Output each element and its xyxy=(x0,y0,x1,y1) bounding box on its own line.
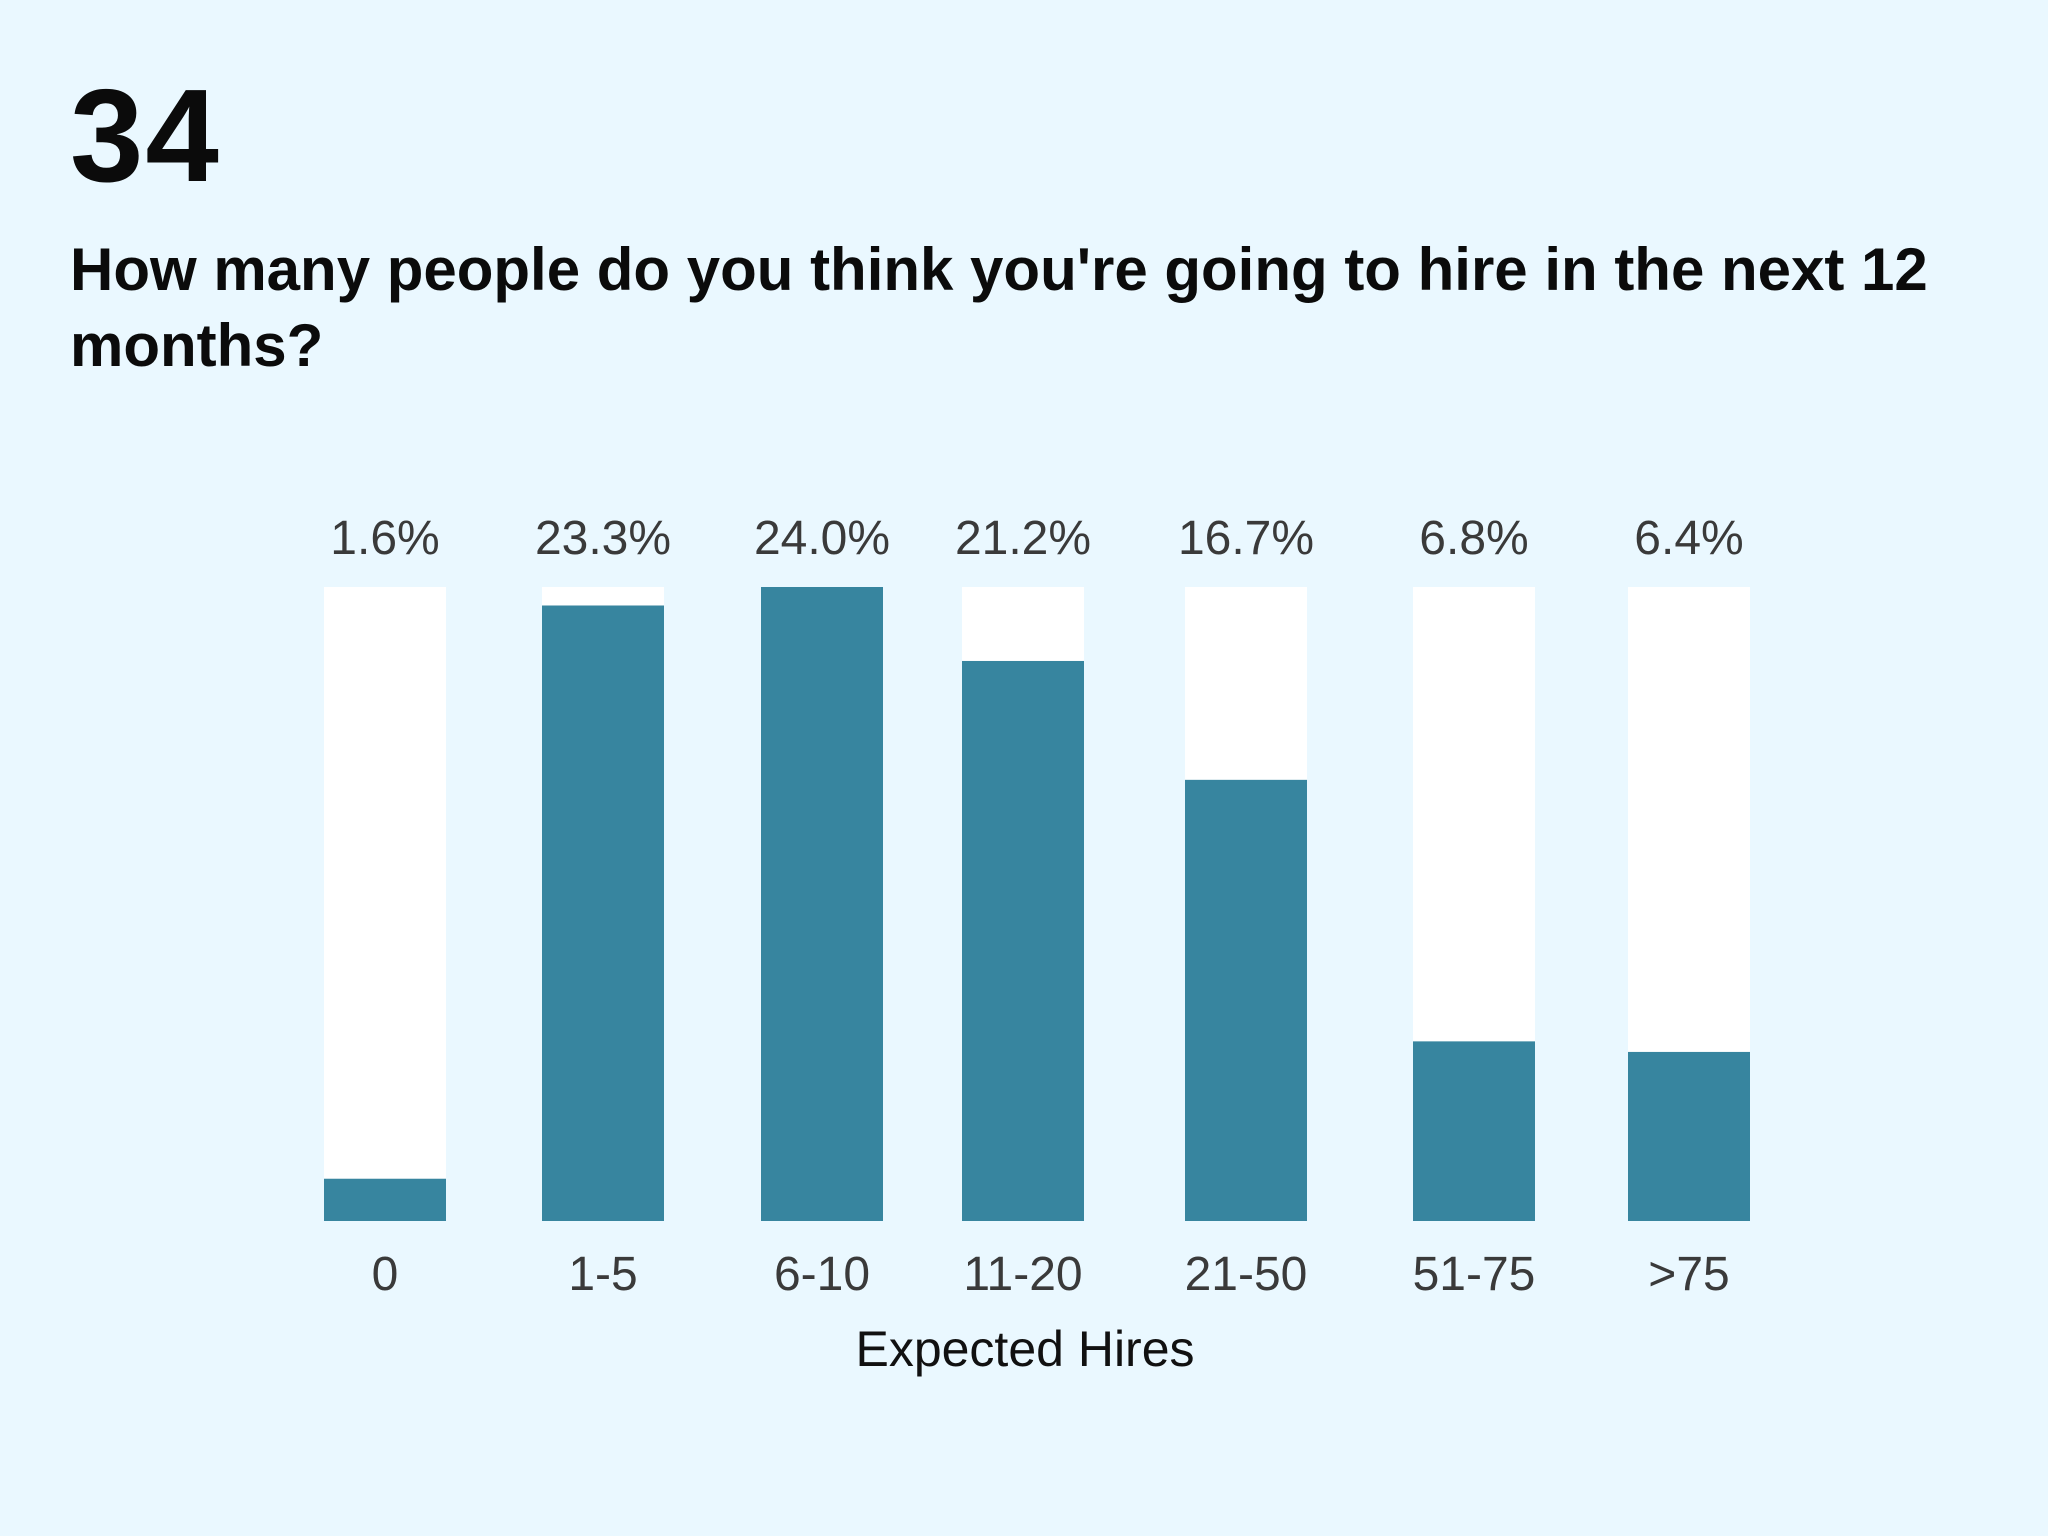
category-label: 21-50 xyxy=(1185,1248,1308,1301)
x-axis-title: Expected Hires xyxy=(855,1321,1194,1377)
category-label: >75 xyxy=(1648,1248,1729,1301)
question-title: How many people do you think you're goin… xyxy=(70,236,1928,379)
bar-value-label: 21.2% xyxy=(955,512,1091,565)
bar-track xyxy=(324,587,446,1221)
bar-value-label: 23.3% xyxy=(535,512,671,565)
category-label: 51-75 xyxy=(1413,1248,1536,1301)
bar xyxy=(761,587,883,1221)
slide-number: 34 xyxy=(70,62,221,209)
category-label: 0 xyxy=(372,1248,399,1301)
bar-value-label: 16.7% xyxy=(1178,512,1314,565)
bar xyxy=(324,1178,446,1221)
category-label: 6-10 xyxy=(774,1248,870,1301)
bar xyxy=(962,660,1084,1221)
category-label: 11-20 xyxy=(963,1248,1082,1301)
bar-value-label: 6.4% xyxy=(1634,512,1743,565)
bar-value-label: 24.0% xyxy=(754,512,890,565)
bar xyxy=(1185,779,1307,1221)
bar xyxy=(1628,1051,1750,1221)
bar xyxy=(1413,1041,1535,1221)
bar xyxy=(542,605,664,1221)
bar-value-label: 1.6% xyxy=(330,512,439,565)
bar-value-label: 6.8% xyxy=(1419,512,1528,565)
category-label: 1-5 xyxy=(568,1248,637,1301)
